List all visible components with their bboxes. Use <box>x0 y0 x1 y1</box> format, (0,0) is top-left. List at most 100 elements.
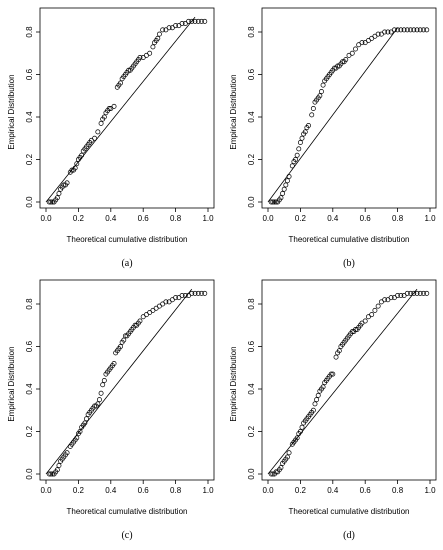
data-point <box>46 199 52 205</box>
data-point <box>414 27 420 33</box>
plot-frame <box>39 279 215 481</box>
y-tick-label: 0.8 <box>247 26 256 38</box>
data-point <box>121 337 127 343</box>
x-tick-label: 0.4 <box>105 486 117 495</box>
data-point <box>299 135 305 141</box>
x-axis-label: Theoretical cumulative distribution <box>67 235 188 244</box>
data-point <box>195 18 201 24</box>
data-point <box>118 344 123 349</box>
data-point <box>150 44 156 50</box>
x-tick-label: 1.0 <box>424 214 436 223</box>
data-point <box>106 106 112 111</box>
data-point <box>182 293 188 298</box>
data-point <box>362 318 368 324</box>
y-tick-label: 0.6 <box>247 68 256 80</box>
data-point <box>189 18 195 24</box>
y-axis-label: Empirical Distribution <box>229 346 238 421</box>
data-point <box>414 290 420 296</box>
data-point <box>404 27 410 33</box>
data-point <box>284 178 290 184</box>
data-point <box>192 290 198 296</box>
panel-caption: (c) <box>121 530 132 541</box>
x-tick-label: 0.6 <box>360 214 372 223</box>
data-point <box>278 195 284 201</box>
data-point <box>101 114 107 120</box>
data-point <box>336 348 342 354</box>
data-point <box>48 199 54 205</box>
data-point <box>375 303 381 309</box>
data-point <box>283 182 289 188</box>
data-point <box>330 371 336 377</box>
data-point <box>395 293 401 298</box>
y-tick-label: 0.6 <box>25 68 34 80</box>
data-point <box>189 290 195 296</box>
data-point <box>54 467 60 473</box>
plot-frame <box>261 7 437 209</box>
y-tick-label: 0.2 <box>247 153 256 165</box>
data-point <box>391 27 397 33</box>
data-point <box>100 382 106 388</box>
data-point <box>173 295 179 301</box>
data-point <box>284 454 290 460</box>
data-point <box>417 27 423 33</box>
data-point <box>54 195 60 201</box>
reference-line <box>45 16 196 203</box>
y-tick-label: 0.8 <box>247 298 256 310</box>
data-point <box>369 312 375 318</box>
x-tick-label: 0.8 <box>392 214 404 223</box>
data-point <box>299 424 305 430</box>
data-point <box>72 165 78 171</box>
data-point <box>315 392 321 398</box>
data-point <box>186 18 192 24</box>
y-axis-label: Empirical Distribution <box>7 346 16 421</box>
data-point <box>343 57 349 63</box>
data-point <box>118 80 123 86</box>
y-tick-label: 0.8 <box>25 298 34 310</box>
data-point <box>294 152 300 158</box>
data-point <box>195 290 201 296</box>
data-point <box>286 174 292 179</box>
data-point <box>155 35 161 41</box>
data-point <box>147 50 153 56</box>
x-tick-label: 1.0 <box>202 214 214 223</box>
data-point <box>306 123 311 128</box>
data-point <box>385 29 391 35</box>
y-axis-label: Empirical Distribution <box>7 74 16 149</box>
data-point <box>92 135 98 141</box>
data-point <box>137 318 143 324</box>
x-tick-label: 0.2 <box>73 214 85 223</box>
data-point <box>278 465 284 471</box>
data-point <box>404 290 410 296</box>
data-point <box>317 93 323 99</box>
y-tick-label: 0.2 <box>25 425 34 437</box>
y-tick-label: 0.0 <box>25 196 34 208</box>
data-point <box>97 397 102 403</box>
data-point <box>417 290 423 296</box>
x-tick-label: 0.0 <box>40 214 52 223</box>
data-point <box>312 401 318 407</box>
data-point <box>79 152 85 158</box>
data-point <box>424 27 430 33</box>
y-tick-label: 0.6 <box>25 340 34 352</box>
data-point <box>163 299 169 305</box>
data-point <box>64 450 70 456</box>
data-point <box>199 18 204 24</box>
panel-caption: (b) <box>343 258 355 269</box>
data-point <box>310 106 316 111</box>
x-tick-label: 0.0 <box>262 214 274 223</box>
x-tick-label: 0.2 <box>295 486 307 495</box>
x-tick-label: 0.0 <box>262 486 274 495</box>
data-point <box>333 354 339 360</box>
chart-panel-c: 0.0 0.2 0.4 0.6 0.8 1.0 0.0 0.2 0.4 0.6 0.8 Theoret… <box>7 279 215 541</box>
data-point <box>268 199 274 205</box>
x-tick-label: 1.0 <box>202 486 214 495</box>
y-tick-label: 0.2 <box>247 425 256 437</box>
data-point <box>289 163 295 169</box>
data-point <box>421 290 426 296</box>
x-tick-label: 0.8 <box>170 214 182 223</box>
x-axis-label: Theoretical cumulative distribution <box>289 235 410 244</box>
data-point <box>349 50 355 56</box>
data-point <box>408 27 414 33</box>
data-point <box>297 429 303 434</box>
